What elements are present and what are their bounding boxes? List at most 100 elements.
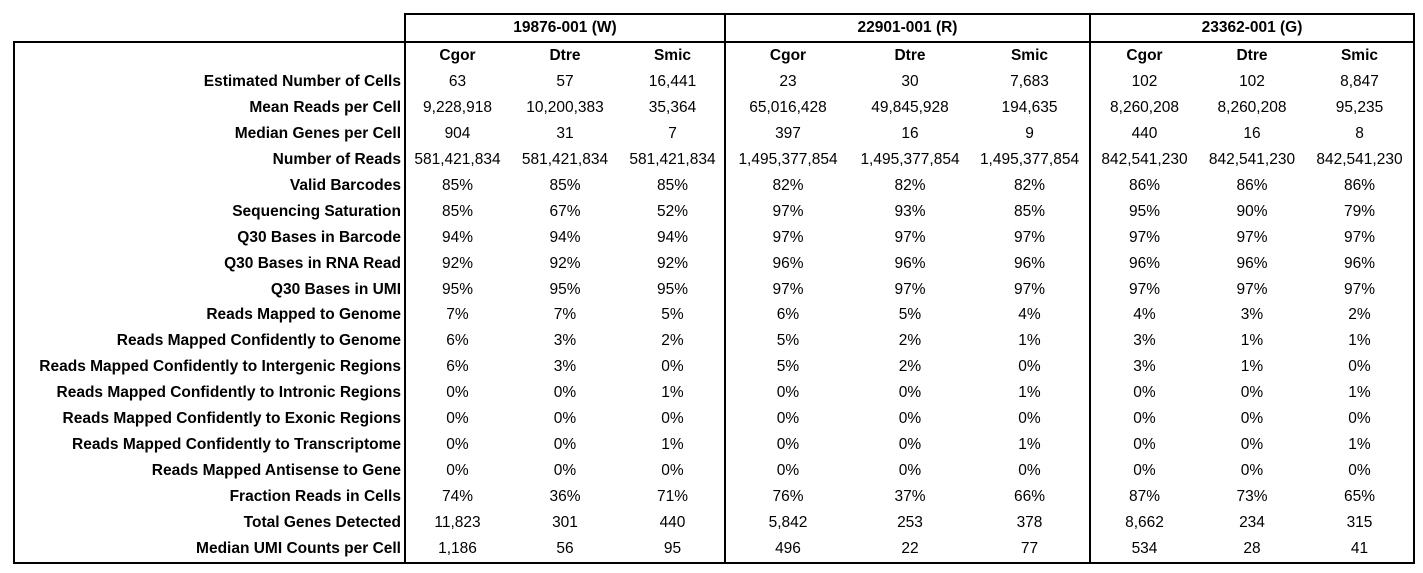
data-cell: 0%	[404, 432, 509, 459]
data-cell: 10,200,383	[526, 98, 604, 116]
data-cell: 0%	[1240, 462, 1264, 480]
data-cell: 0%	[724, 406, 850, 433]
data-cell: 0%	[1018, 358, 1041, 376]
data-cell: 85%	[549, 176, 581, 194]
group-header-row: 19876-001 (W) 22901-001 (R) 23362-001 (G…	[14, 13, 1415, 42]
data-cell: 102	[1239, 72, 1265, 90]
data-cell: 41	[1306, 536, 1415, 565]
row-label: Median UMI Counts per Cell	[13, 536, 405, 565]
data-cell: 97%	[894, 228, 926, 246]
data-cell: 0%	[661, 462, 684, 480]
data-cell: 1%	[1240, 332, 1264, 350]
table-row: Q30 Bases in RNA Read 92% 92% 92% 96% 96% 96% 9…	[13, 250, 1415, 277]
data-cell: 0%	[898, 462, 922, 480]
data-cell: 92%	[404, 250, 509, 277]
data-cell: 0%	[553, 410, 577, 428]
data-cell: 1%	[1240, 358, 1264, 376]
data-cell: 73%	[1236, 488, 1268, 506]
table-row: Valid Barcodes 85% 85% 85% 82% 82% 82% 86% 86% 86…	[13, 172, 1415, 199]
data-cell: 97%	[1236, 280, 1268, 298]
data-cell: 0%	[1089, 406, 1198, 433]
data-cell: 0%	[898, 410, 922, 428]
table-row: Mean Reads per Cell 9,228,918 10,200,383 35…	[13, 94, 1415, 121]
data-cell: 581,421,834	[404, 146, 509, 173]
data-cell: 97%	[1089, 276, 1198, 303]
data-cell: 85%	[656, 176, 689, 194]
data-cell: 97%	[724, 198, 850, 225]
data-cell: 1%	[1306, 380, 1415, 407]
row-label-header	[13, 40, 405, 69]
table-row: Median Genes per Cell 904 31 7 397 16 9 440 16 8	[13, 120, 1415, 147]
data-cell: 22	[850, 536, 970, 565]
data-cell: 3%	[1089, 354, 1198, 381]
data-cell: 7	[668, 124, 677, 142]
column-header: Cgor	[404, 40, 509, 69]
data-cell: 534	[1089, 536, 1198, 565]
data-cell: 842,541,230	[1208, 150, 1296, 168]
data-cell: 1%	[1306, 432, 1415, 459]
data-cell: 1,186	[404, 536, 509, 565]
data-cell: 36%	[549, 488, 581, 506]
data-cell: 93%	[894, 202, 926, 220]
data-cell: 71%	[656, 488, 689, 506]
row-label: Sequencing Saturation	[13, 198, 405, 225]
data-cell: 0%	[1089, 432, 1198, 459]
data-cell: 378	[1016, 514, 1043, 532]
data-cell: 95%	[549, 280, 581, 298]
row-label: Median Genes per Cell	[13, 120, 405, 147]
table-row: Fraction Reads in Cells 74% 36% 71% 76% 37% 66…	[13, 484, 1415, 511]
data-cell: 86%	[1306, 172, 1415, 199]
data-cell: 842,541,230	[1306, 146, 1415, 173]
data-cell: 96%	[1306, 250, 1415, 277]
data-cell: 30	[901, 72, 919, 90]
data-cell: 9,228,918	[404, 94, 509, 121]
data-cell: 5,842	[724, 510, 850, 537]
data-cell: 9	[1025, 124, 1034, 142]
data-cell: 1%	[1018, 384, 1041, 402]
data-cell: 1%	[1018, 332, 1041, 350]
data-cell: 96%	[724, 250, 850, 277]
data-cell: 234	[1239, 514, 1265, 532]
row-label: Q30 Bases in RNA Read	[13, 250, 405, 277]
data-cell: 3%	[553, 358, 577, 376]
group-header: 23362-001 (G)	[1089, 13, 1415, 42]
data-cell: 57	[556, 72, 574, 90]
data-cell: 77	[970, 536, 1090, 565]
table-row: Q30 Bases in UMI 95% 95% 95% 97% 97% 97% 97% 97%…	[13, 276, 1415, 303]
data-cell: 95	[621, 536, 725, 565]
data-cell: 6%	[404, 328, 509, 355]
data-cell: 1,495,377,854	[860, 150, 960, 168]
data-cell: 7%	[404, 302, 509, 329]
data-cell: 0%	[1306, 458, 1415, 485]
data-cell: 16	[901, 124, 919, 142]
table-row: Reads Mapped Confidently to Intronic Reg…	[13, 380, 1415, 407]
data-cell: 76%	[724, 484, 850, 511]
data-cell: 496	[724, 536, 850, 565]
data-cell: 63	[404, 68, 509, 95]
column-header: Smic	[1306, 40, 1415, 69]
row-label: Total Genes Detected	[13, 510, 405, 537]
data-cell: 82%	[1013, 176, 1046, 194]
data-cell: 95%	[404, 276, 509, 303]
data-cell: 97%	[1306, 224, 1415, 251]
data-cell: 90%	[1236, 202, 1268, 220]
row-label: Mean Reads per Cell	[13, 94, 405, 121]
data-cell: 0%	[553, 384, 577, 402]
column-header: Dtre	[1198, 40, 1306, 69]
data-cell: 5%	[724, 328, 850, 355]
row-label: Reads Mapped Confidently to Intronic Reg…	[13, 380, 405, 407]
row-label: Reads Mapped Antisense to Gene	[13, 458, 405, 485]
row-label: Reads Mapped Confidently to Genome	[13, 328, 405, 355]
data-cell: 92%	[656, 254, 689, 272]
data-cell: 65%	[1306, 484, 1415, 511]
data-cell: 1,495,377,854	[979, 150, 1080, 168]
data-cell: 96%	[894, 254, 926, 272]
data-cell: 95%	[1089, 198, 1198, 225]
data-cell: 97%	[724, 276, 850, 303]
data-cell: 0%	[661, 358, 684, 376]
column-header: Smic	[621, 40, 725, 69]
corner-cell	[14, 14, 405, 42]
data-cell: 2%	[1306, 302, 1415, 329]
data-cell: 7%	[553, 306, 577, 324]
data-cell: 94%	[656, 228, 689, 246]
